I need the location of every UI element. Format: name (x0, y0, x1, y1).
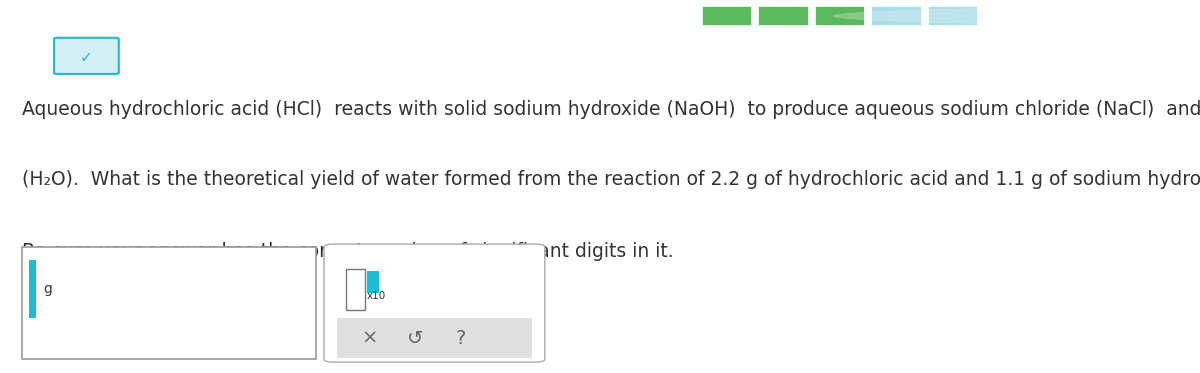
Text: Theoretical yield of chemical reactions: Theoretical yield of chemical reactions (50, 7, 413, 25)
Text: (H₂O).  What is the theoretical yield of water formed from the reaction of 2.2 g: (H₂O). What is the theoretical yield of … (22, 170, 1200, 189)
Bar (815, 6, 865, 26)
FancyBboxPatch shape (22, 247, 316, 359)
Text: ?: ? (456, 329, 466, 348)
Circle shape (834, 7, 1200, 25)
FancyBboxPatch shape (324, 244, 545, 362)
Bar (346, 269, 365, 310)
Text: x10: x10 (367, 291, 386, 301)
Text: g: g (43, 282, 52, 297)
Text: ×: × (361, 329, 378, 348)
Bar (702, 6, 752, 26)
Bar (367, 271, 379, 293)
Text: Aqueous hydrochloric acid (HCl)  reacts with solid sodium hydroxide (NaOH)  to p: Aqueous hydrochloric acid (HCl) reacts w… (22, 100, 1200, 119)
Bar (871, 6, 922, 26)
Text: —: — (12, 7, 31, 25)
Text: ✓: ✓ (80, 50, 92, 65)
Text: >: > (1163, 7, 1177, 25)
Bar (758, 6, 809, 26)
Text: 3/5: 3/5 (994, 9, 1015, 23)
Bar (337, 319, 532, 358)
Bar (29, 260, 36, 319)
Text: Be sure your answer has the correct number of significant digits in it.: Be sure your answer has the correct numb… (22, 242, 673, 261)
Text: ↺: ↺ (407, 329, 424, 348)
FancyBboxPatch shape (54, 38, 119, 74)
Bar (928, 6, 978, 26)
